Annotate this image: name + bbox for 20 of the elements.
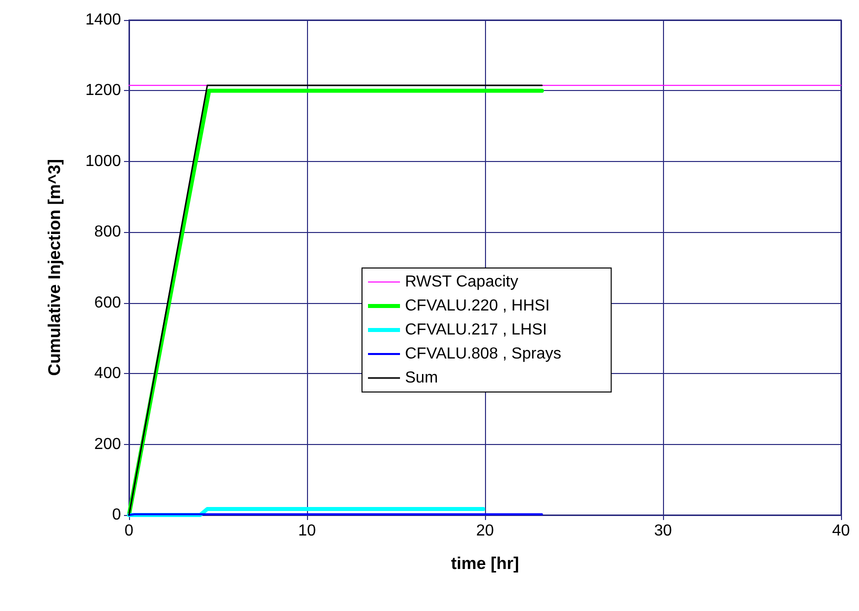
y-tick-label: 200	[94, 436, 122, 453]
x-tick-label: 40	[832, 522, 850, 540]
x-tick-label: 0	[124, 522, 134, 540]
y-tick-label: 1000	[85, 152, 122, 170]
x-axis-title: time [hr]	[451, 554, 519, 573]
x-tick-label: 10	[298, 522, 316, 540]
y-tick-label: 0	[112, 506, 122, 524]
legend-label: Sum	[405, 370, 438, 386]
x-tick-label: 30	[654, 522, 672, 540]
y-tick-label: 600	[94, 294, 122, 312]
y-tick-label: 1200	[85, 82, 122, 100]
legend-label: CFVALU.217 , LHSI	[405, 322, 547, 338]
legend-label: RWST Capacity	[405, 274, 518, 290]
y-axis-title: Cumulative Injection [m^3]	[45, 159, 64, 376]
legend-label: CFVALU.220 , HHSI	[405, 298, 550, 314]
y-tick-label: 1400	[85, 12, 122, 28]
y-tick-label: 800	[94, 224, 122, 241]
y-tick-label: 400	[94, 365, 122, 382]
x-tick-label: 20	[476, 522, 494, 540]
legend-label: CFVALU.808 , Sprays	[405, 346, 562, 362]
